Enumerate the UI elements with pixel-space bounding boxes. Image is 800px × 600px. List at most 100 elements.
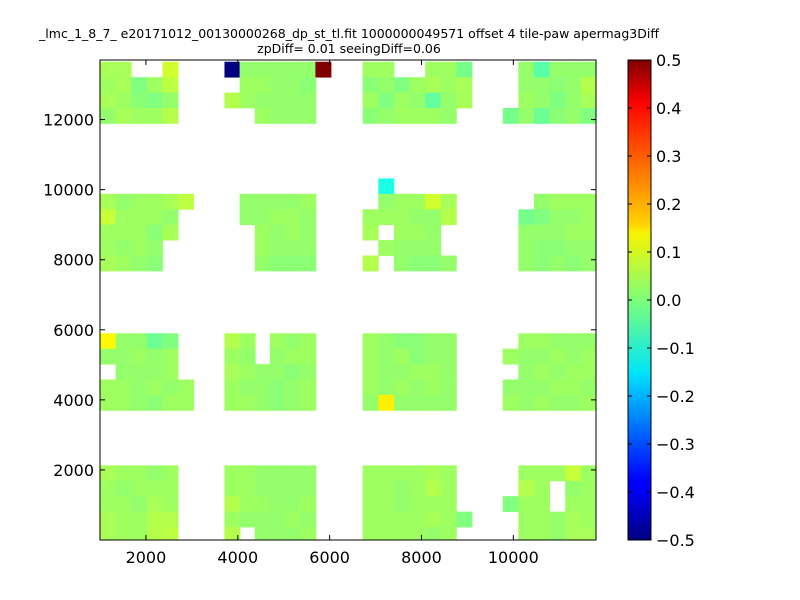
heatmap-cell xyxy=(162,527,179,540)
heatmap-cell xyxy=(100,255,117,272)
heatmap-cell xyxy=(534,364,551,380)
heatmap-cell xyxy=(146,240,163,256)
heatmap-cell xyxy=(393,480,410,497)
heatmap-cell xyxy=(146,511,163,528)
heatmap-cell xyxy=(100,511,117,528)
heatmap-cell xyxy=(269,108,286,124)
heatmap-cell xyxy=(131,255,148,272)
heatmap-cell xyxy=(115,240,132,256)
heatmap-cell xyxy=(285,511,302,528)
heatmap-cell xyxy=(409,496,426,513)
heatmap-cell xyxy=(518,92,535,109)
heatmap-cell xyxy=(393,92,410,109)
heatmap-cell xyxy=(549,108,566,124)
heatmap-cell xyxy=(285,108,302,124)
heatmap-cell xyxy=(440,92,457,109)
heatmap-cell xyxy=(300,480,317,497)
heatmap-cell xyxy=(254,209,271,226)
heatmap-cell xyxy=(300,527,317,540)
heatmap-cell xyxy=(409,511,426,528)
heatmap-cell xyxy=(254,193,271,210)
heatmap-cell xyxy=(162,348,179,365)
heatmap-cell xyxy=(456,61,473,78)
heatmap-cell xyxy=(146,527,163,540)
heatmap-cell xyxy=(146,480,163,497)
heatmap-cell xyxy=(162,394,179,411)
heatmap-cell xyxy=(239,465,256,482)
heatmap-cell xyxy=(534,108,551,124)
chart-subtitle: zpDiff= 0.01 seeingDiff=0.06 xyxy=(257,41,441,56)
colorbar: 0.5 0.4 0.3 0.2 0.1 0.0 −0.1 −0.2 −0.3 −0.4 −0.5 xyxy=(627,51,695,550)
heatmap-cell xyxy=(425,255,442,272)
heatmap-cell xyxy=(565,394,582,411)
heatmap-cell xyxy=(378,193,395,210)
heatmap-cell xyxy=(100,527,117,540)
heatmap-cell xyxy=(378,348,395,365)
heatmap-cell xyxy=(162,465,179,482)
y-tick-label: 8000 xyxy=(53,251,94,270)
heatmap-cell xyxy=(409,193,426,210)
heatmap-cell xyxy=(440,209,457,226)
heatmap-cell xyxy=(565,193,582,210)
heatmap-cell xyxy=(146,108,163,124)
heatmap-cell xyxy=(409,224,426,241)
heatmap-cell xyxy=(100,496,117,513)
heatmap-cell xyxy=(131,92,148,109)
colorbar-tick-label: 0.2 xyxy=(656,195,681,214)
heatmap-cell xyxy=(534,527,551,540)
x-tick-label: 10000 xyxy=(488,548,539,567)
heatmap-cell xyxy=(269,193,286,210)
heatmap-cell xyxy=(162,480,179,497)
heatmap-cell xyxy=(565,348,582,365)
heatmap-cell xyxy=(393,511,410,528)
heatmap-cell xyxy=(300,255,317,272)
heatmap-cell xyxy=(393,209,410,226)
heatmap-cell xyxy=(549,92,566,109)
heatmap-cell xyxy=(285,364,302,380)
heatmap-cell xyxy=(285,394,302,411)
heatmap-cell xyxy=(502,379,519,396)
heatmap-cell xyxy=(269,77,286,93)
heatmap-cell xyxy=(162,496,179,513)
heatmap-cell xyxy=(440,527,457,540)
heatmap-cell xyxy=(425,465,442,482)
heatmap-cell xyxy=(425,108,442,124)
heatmap-cell xyxy=(115,61,132,78)
heatmap-cell xyxy=(269,255,286,272)
heatmap-cell xyxy=(425,240,442,256)
heatmap-cell xyxy=(254,465,271,482)
heatmap-cell xyxy=(378,496,395,513)
heatmap-cell xyxy=(162,333,179,350)
heatmap-cell xyxy=(425,379,442,396)
heatmap-cell xyxy=(565,240,582,256)
heatmap-cell xyxy=(549,364,566,380)
heatmap-cell xyxy=(534,480,551,497)
heatmap-cell xyxy=(425,77,442,93)
heatmap-cell xyxy=(378,209,395,226)
heatmap-cell xyxy=(178,394,195,411)
heatmap-cell xyxy=(254,364,271,380)
heatmap-cell xyxy=(115,394,132,411)
heatmap-cell xyxy=(534,240,551,256)
heatmap-cell xyxy=(425,209,442,226)
heatmap-cell xyxy=(580,193,596,210)
heatmap-cell xyxy=(425,480,442,497)
heatmap-cell xyxy=(300,92,317,109)
heatmap-cell xyxy=(131,333,148,350)
heatmap-cell xyxy=(565,480,582,497)
heatmap-cell xyxy=(409,348,426,365)
heatmap-cell xyxy=(300,511,317,528)
heatmap-cell xyxy=(239,209,256,226)
heatmap-cell xyxy=(146,209,163,226)
heatmap-cell xyxy=(518,77,535,93)
heatmap-cell xyxy=(269,527,286,540)
heatmap-cell xyxy=(285,333,302,350)
heatmap-cell xyxy=(362,379,379,396)
heatmap-cell xyxy=(162,511,179,528)
heatmap-cell xyxy=(409,255,426,272)
heatmap-cell xyxy=(393,364,410,380)
heatmap-cell xyxy=(100,348,117,365)
heatmap-cell xyxy=(146,348,163,365)
heatmap-cell xyxy=(300,240,317,256)
heatmap-cell xyxy=(425,496,442,513)
